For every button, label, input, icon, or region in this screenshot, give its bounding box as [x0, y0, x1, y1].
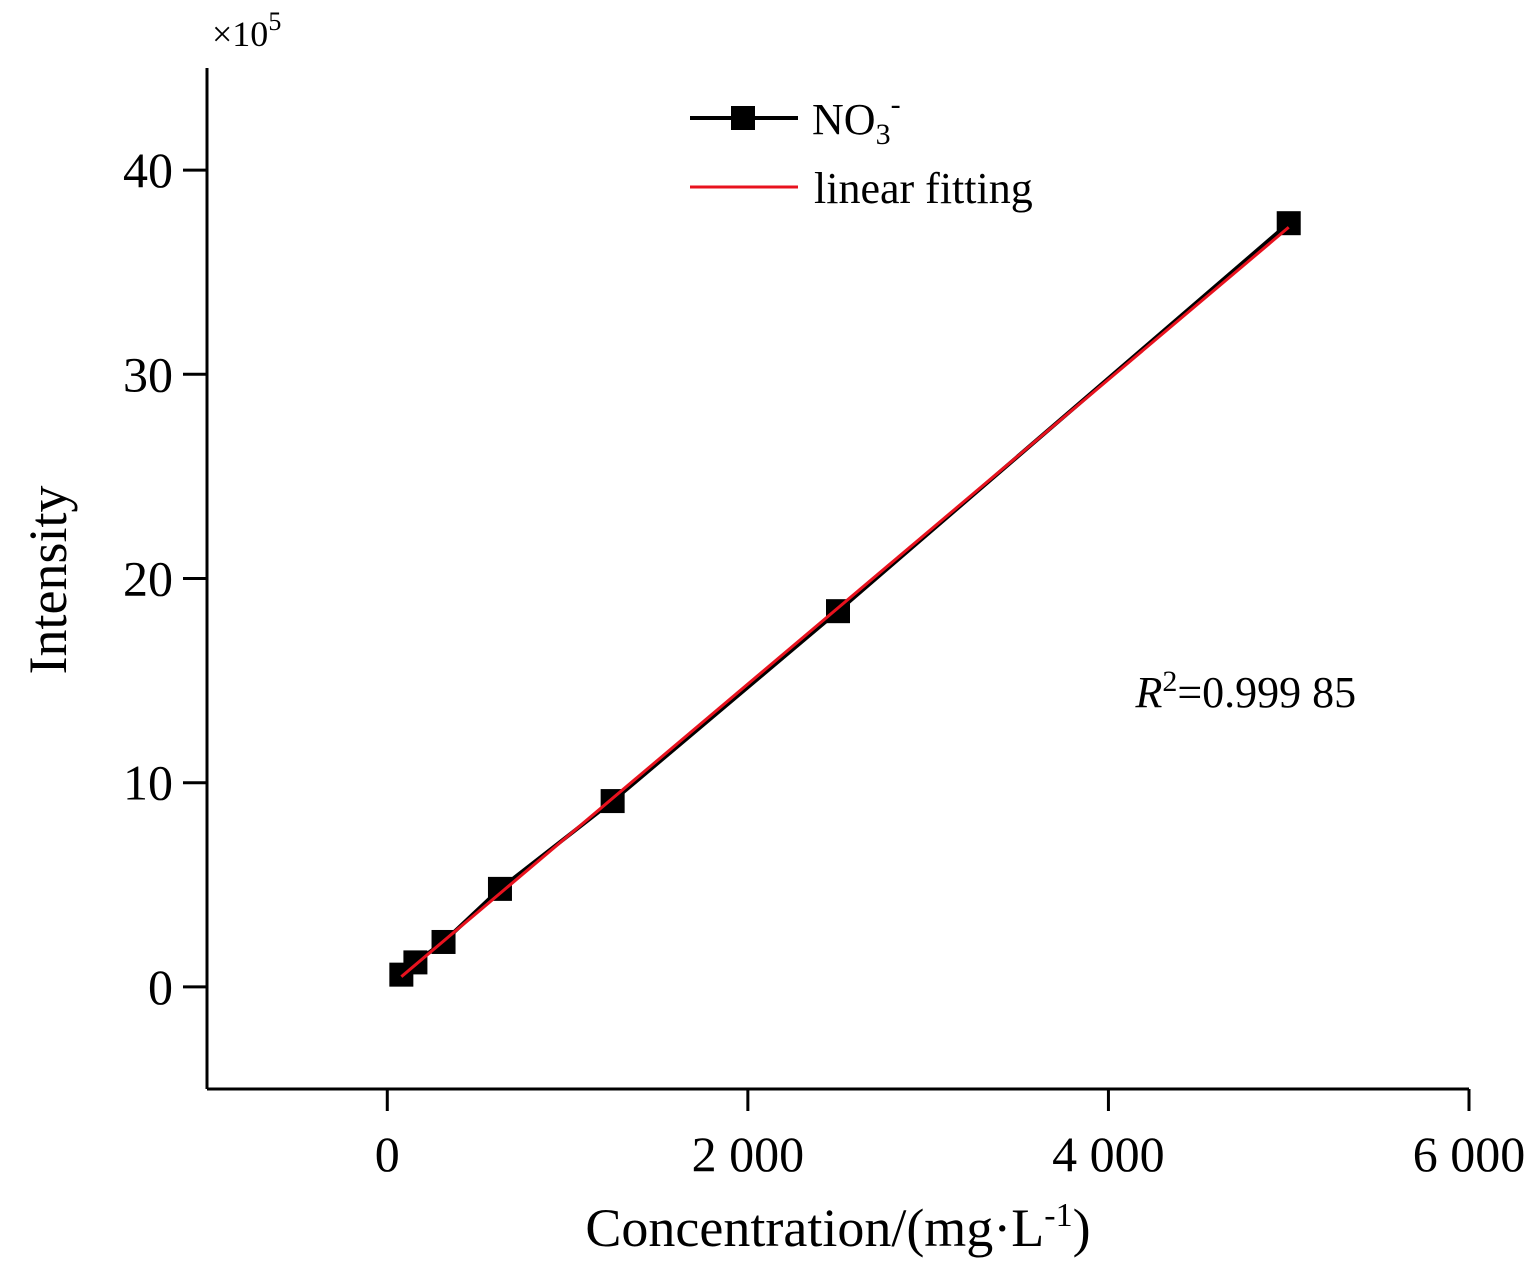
y-multiplier: ×105 [212, 7, 281, 54]
y-axis-title: Intensity [18, 486, 78, 675]
x-tick-label: 4 000 [1052, 1126, 1165, 1182]
legend-fit-label: linear fitting [814, 164, 1033, 213]
y-tick-label: 20 [123, 551, 173, 607]
x-tick-label: 2 000 [692, 1126, 805, 1182]
series-linear-fit-line [400, 226, 1290, 978]
x-ticks: 0 2 000 4 000 6 000 [375, 1089, 1525, 1182]
x-tick-label: 0 [375, 1126, 400, 1182]
y-ticks: 0 10 20 30 40 [123, 142, 207, 1015]
series-no3-point [826, 599, 850, 624]
legend-no3-label: NO3- [812, 88, 901, 151]
y-tick-label: 10 [123, 755, 173, 811]
series-no3-line [400, 221, 1291, 977]
y-tick-label: 40 [123, 142, 173, 198]
y-tick-label: 0 [148, 959, 173, 1015]
x-tick-label: 6 000 [1413, 1126, 1526, 1182]
x-axis-title: Concentration/(mg·L-1) [585, 1197, 1090, 1258]
series-layer [389, 211, 1301, 987]
r-squared-annotation: R2=0.999 85 [1134, 665, 1356, 717]
y-tick-label: 30 [123, 346, 173, 402]
legend-no3-marker [731, 106, 755, 130]
series-no3-point [1276, 211, 1301, 236]
legend: NO3- linear fitting [690, 88, 1033, 213]
series-no3-point [487, 876, 512, 901]
